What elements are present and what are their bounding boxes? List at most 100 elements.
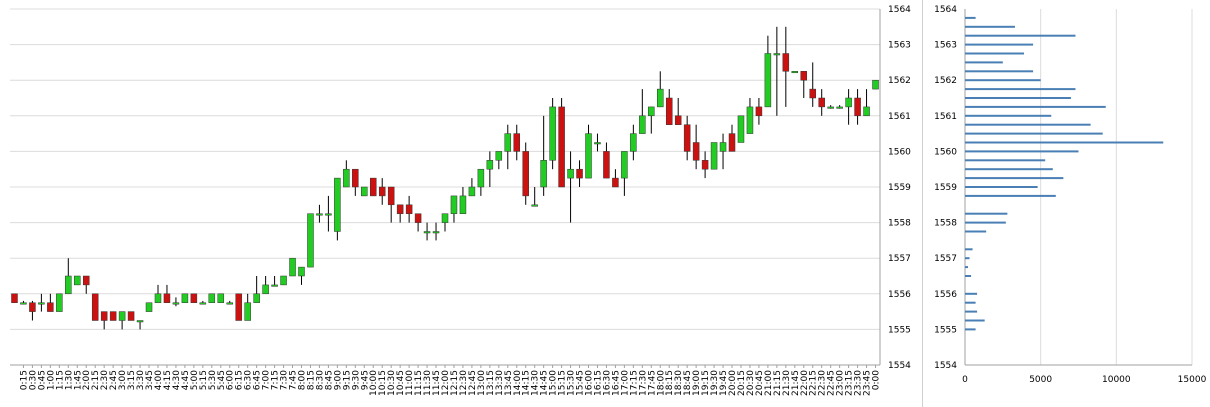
candle-body [56, 293, 63, 312]
x-tick-label: 8:30 [315, 370, 325, 390]
x-tick-label: 9:00 [333, 370, 343, 390]
volume-bar [965, 230, 987, 233]
x-tick-label: 8:45 [324, 370, 334, 390]
x-tick-label: 15:45 [576, 370, 586, 396]
x-tick-label: 18:00 [656, 370, 666, 396]
x-tick-label: 6:15 [235, 370, 245, 390]
x-tick-label: 10000 [1102, 375, 1131, 385]
y-tick-label: 1556 [934, 290, 957, 300]
candle-body [289, 257, 296, 277]
y-tick-label: 1555 [888, 325, 911, 335]
candle-body [47, 302, 54, 312]
x-tick-label: 14:30 [531, 370, 541, 396]
candle-body [396, 204, 404, 214]
x-tick-label: 23:15 [845, 370, 855, 396]
y-tick-label: 1564 [934, 5, 957, 15]
candle-body [522, 151, 529, 197]
x-tick-label: 11:30 [423, 370, 433, 396]
x-tick-label: 12:30 [459, 370, 469, 396]
candle-body [423, 231, 431, 234]
candle-body [818, 97, 825, 108]
candle-body [576, 168, 583, 179]
x-tick-label: 5:30 [208, 370, 218, 390]
candle-body [621, 151, 628, 179]
y-tick-label: 1558 [888, 219, 911, 229]
x-tick-label: 6:00 [226, 370, 236, 390]
x-tick-label: 11:15 [414, 370, 424, 396]
x-tick-label: 21:30 [782, 370, 792, 396]
x-tick-label: 23:30 [854, 370, 864, 396]
candle-body [504, 133, 512, 152]
x-tick-label: 8:00 [297, 370, 307, 390]
x-tick-label: 3:00 [118, 370, 128, 390]
volume-bar [965, 266, 969, 269]
candle-body [145, 302, 153, 312]
candle-body [450, 195, 458, 214]
candle-body [11, 293, 18, 303]
volume-bar [965, 25, 1015, 28]
volume-bar [965, 186, 1038, 188]
x-tick-label: 4:30 [172, 370, 182, 390]
x-tick-label: 22:15 [809, 370, 819, 396]
x-tick-label: 16:45 [611, 370, 621, 396]
candle-body [728, 133, 736, 152]
x-tick-label: 13:15 [486, 370, 496, 396]
volume-bar [965, 168, 1053, 171]
x-tick-label: 11:00 [405, 370, 415, 396]
x-tick-label: 15:30 [567, 370, 577, 396]
candle-body [639, 115, 646, 134]
x-tick-label: 5:45 [217, 370, 227, 390]
x-tick-label: 17:45 [647, 370, 657, 396]
candle-body [190, 293, 198, 303]
candle-body [854, 97, 861, 117]
x-tick-label: 0:15 [19, 370, 29, 390]
candle-body [567, 168, 574, 179]
candle-body [82, 275, 90, 286]
volume-bar [965, 141, 1164, 144]
candle-body [845, 97, 852, 108]
y-tick-label: 1560 [934, 147, 957, 157]
y-tick-label: 1554 [888, 361, 911, 371]
x-tick-label: 21:00 [764, 370, 774, 396]
candle-body [809, 88, 816, 99]
candle-body [513, 133, 521, 152]
x-tick-label: 0 [962, 375, 968, 385]
candle-body [800, 71, 808, 81]
x-tick-label: 10:00 [369, 370, 379, 396]
x-tick-label: 14:15 [522, 370, 532, 396]
volume-bar [965, 301, 976, 304]
candle-body [495, 151, 503, 161]
candle-body [486, 160, 494, 170]
volume-bar [965, 275, 972, 277]
candle-body [648, 106, 655, 117]
x-tick-label: 21:15 [773, 370, 783, 396]
x-tick-label: 11:45 [432, 370, 442, 396]
candle-body [136, 320, 144, 323]
candle-body [343, 168, 350, 188]
candle-body [549, 106, 556, 161]
candle-body [827, 106, 834, 109]
y-tick-label: 1556 [888, 290, 911, 300]
candle-body [710, 142, 718, 170]
candle-body [441, 213, 449, 223]
x-tick-label: 7:15 [271, 370, 281, 390]
x-tick-label: 23:00 [836, 370, 846, 396]
candle-body [38, 302, 45, 305]
y-tick-label: 1562 [888, 76, 911, 86]
x-tick-label: 7:00 [262, 370, 272, 390]
candle-body [369, 177, 377, 197]
volume-bar [965, 123, 1091, 126]
x-tick-label: 20:15 [737, 370, 747, 396]
x-tick-label: 6:45 [253, 370, 263, 390]
candle-body [29, 302, 36, 312]
candle-body [235, 293, 242, 321]
x-tick-label: 4:45 [181, 370, 191, 390]
x-tick-label: 18:30 [674, 370, 684, 396]
y-tick-label: 1561 [888, 112, 911, 122]
x-tick-label: 9:15 [342, 370, 352, 390]
candle-body [262, 284, 269, 295]
candle-body [127, 311, 135, 321]
y-tick-label: 1555 [934, 325, 957, 335]
x-tick-label: 3:30 [136, 370, 146, 390]
